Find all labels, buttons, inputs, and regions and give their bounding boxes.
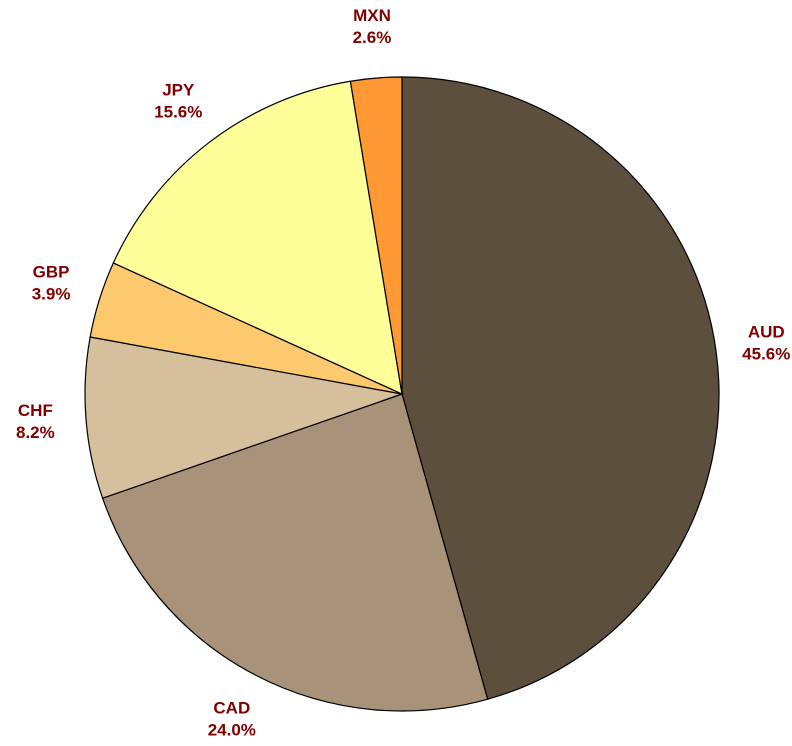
slice-value-label: 3.9% (32, 285, 71, 304)
slice-value-label: 8.2% (16, 423, 55, 442)
slice-value-label: 45.6% (742, 344, 790, 363)
slice-label: GBP (33, 263, 70, 282)
slice-label: MXN (353, 6, 391, 25)
slice-label: AUD (748, 322, 785, 341)
pie-slice (401, 76, 720, 700)
slice-value-label: 15.6% (154, 103, 202, 122)
slice-value-label: 24.0% (208, 720, 256, 739)
pie-slice (101, 393, 489, 712)
pie-slice (112, 80, 403, 396)
pie-slice (84, 336, 405, 499)
slice-label: CHF (18, 401, 53, 420)
pie-slice (349, 76, 403, 395)
slice-label: CAD (213, 698, 250, 717)
slice-value-label: 2.6% (353, 28, 392, 47)
slice-label: JPY (162, 81, 195, 100)
